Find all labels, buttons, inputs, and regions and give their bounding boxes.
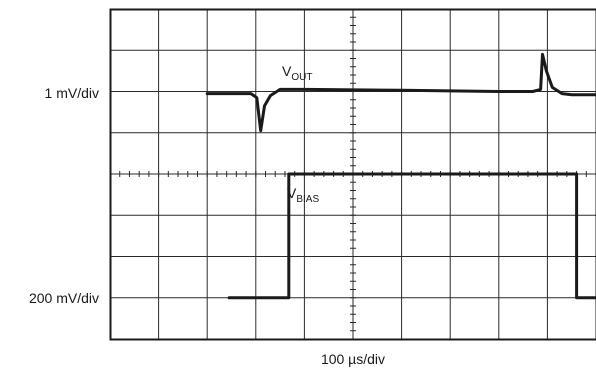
series-label-vout-main: V: [282, 63, 292, 79]
series-label-vout-sub: OUT: [291, 72, 312, 83]
plot-frame: [109, 8, 596, 341]
series-label-vbias-main: V: [287, 185, 297, 201]
series-label-vbias: VBIAS: [287, 185, 319, 205]
trace-out: [205, 52, 596, 133]
series-label-vout: VOUT: [282, 63, 312, 83]
ch1-scale-label: 1 mV/div: [45, 85, 99, 101]
trace-bias: [227, 172, 596, 300]
ch2-scale-label: 200 mV/div: [29, 290, 99, 306]
x-scale-label: 100 µs/div: [321, 351, 385, 367]
traces: [205, 52, 596, 300]
series-label-vbias-sub: BIAS: [296, 194, 319, 205]
